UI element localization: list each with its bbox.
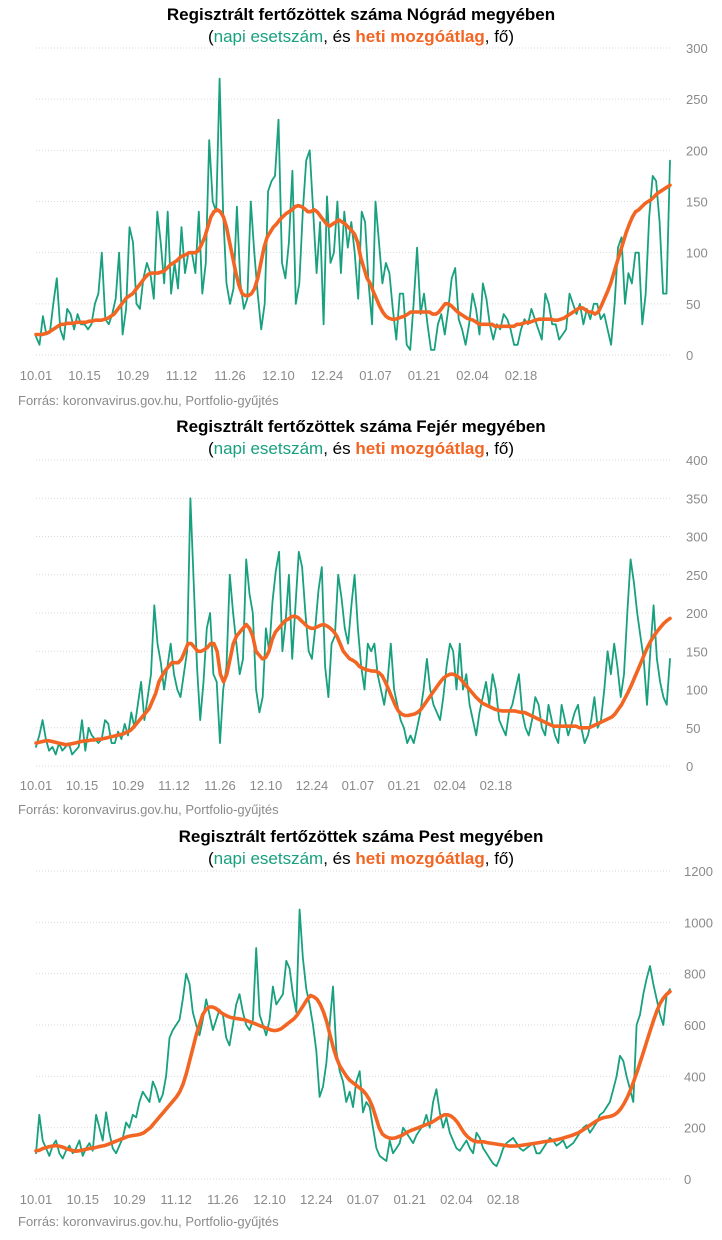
x-tick-label: 10.15 <box>66 778 99 793</box>
x-tick-label: 10.29 <box>113 1192 146 1207</box>
legend-daily-label: napi esetszám <box>213 439 324 458</box>
x-tick-label: 01.07 <box>342 778 375 793</box>
chart-title: Regisztrált fertőzöttek száma Fejér megy… <box>176 417 546 436</box>
y-tick-label: 0 <box>684 1172 691 1187</box>
y-tick-label: 200 <box>686 143 708 158</box>
legend-daily-label: napi esetszám <box>213 27 324 46</box>
chart-panel-nograd: Regisztrált fertőzöttek száma Nógrád meg… <box>0 0 722 410</box>
series-daily-line <box>35 497 671 756</box>
legend-avg-label: heti mozgóátlag <box>355 439 485 458</box>
series-avg-line <box>34 183 672 337</box>
line-chart: 0 50 100 150 200 250 300 350 400 10.01 10.15 10.29 1… <box>20 453 708 793</box>
subtitle-mid: , és <box>323 27 356 46</box>
y-tick-label: 600 <box>684 1018 706 1033</box>
chart-subtitle: (napi esetszám, és heti mozgóátlag, fő) <box>0 849 722 869</box>
x-tick-label: 02.18 <box>480 778 513 793</box>
x-tick-label: 12.24 <box>296 778 329 793</box>
series-daily-line <box>35 908 671 1168</box>
chart-subtitle: (napi esetszám, és heti mozgóátlag, fő) <box>0 439 722 459</box>
y-tick-label: 350 <box>686 491 708 506</box>
x-tick-label: 11.12 <box>160 1192 192 1207</box>
subtitle-close: , fő) <box>484 27 515 46</box>
y-tick-label: 1000 <box>684 915 713 930</box>
y-tick-label: 1200 <box>684 864 713 879</box>
y-tick-label: 0 <box>686 348 693 363</box>
x-tick-label: 02.18 <box>505 368 538 383</box>
chart-panel-fejer: Regisztrált fertőzöttek száma Fejér megy… <box>0 412 722 822</box>
line-chart: 0 200 400 600 800 1000 1200 10.01 10.15 10.29 11.1… <box>20 864 713 1207</box>
legend-daily-label: napi esetszám <box>213 849 324 868</box>
x-tick-label: 10.29 <box>112 778 145 793</box>
x-tick-label: 11.26 <box>214 368 246 383</box>
x-tick-label: 12.10 <box>253 1192 286 1207</box>
series-avg-line <box>34 989 672 1154</box>
y-tick-label: 50 <box>686 721 700 736</box>
legend-avg-label: heti mozgóátlag <box>355 27 485 46</box>
x-tick-label: 11.12 <box>166 368 198 383</box>
y-tick-label: 800 <box>684 967 706 982</box>
x-tick-label: 01.21 <box>388 778 421 793</box>
y-tick-label: 400 <box>684 1069 706 1084</box>
y-tick-label: 150 <box>686 195 708 210</box>
chart-subtitle: (napi esetszám, és heti mozgóátlag, fő) <box>0 27 722 47</box>
y-tick-label: 100 <box>686 683 708 698</box>
chart-title: Regisztrált fertőzöttek száma Nógrád meg… <box>166 5 556 24</box>
x-tick-label: 11.12 <box>158 778 190 793</box>
chart-source: Forrás: koronvavirus.gov.hu, Portfolio-g… <box>18 393 279 408</box>
series-avg-line <box>34 614 672 747</box>
x-tick-label: 02.18 <box>487 1192 520 1207</box>
chart-title: Regisztrált fertőzöttek száma Pest megyé… <box>178 827 544 846</box>
x-tick-label: 12.10 <box>262 368 295 383</box>
x-tick-label: 02.04 <box>440 1192 473 1207</box>
y-tick-label: 100 <box>686 246 708 261</box>
x-tick-label: 10.01 <box>20 778 53 793</box>
x-tick-label: 10.15 <box>68 368 101 383</box>
legend-avg-label: heti mozgóátlag <box>355 849 485 868</box>
x-tick-label: 11.26 <box>207 1192 239 1207</box>
subtitle-mid: , és <box>323 439 356 458</box>
x-tick-label: 11.26 <box>204 778 236 793</box>
subtitle-close: , fő) <box>484 849 515 868</box>
series-daily-line <box>35 77 671 351</box>
subtitle-open: ( <box>207 27 214 46</box>
y-tick-label: 250 <box>686 568 708 583</box>
x-tick-label: 10.29 <box>117 368 150 383</box>
y-tick-label: 300 <box>686 41 708 56</box>
subtitle-close: , fő) <box>484 439 515 458</box>
x-tick-label: 10.01 <box>20 368 53 383</box>
x-tick-label: 01.21 <box>393 1192 426 1207</box>
y-tick-label: 50 <box>686 297 700 312</box>
x-tick-label: 01.07 <box>347 1192 380 1207</box>
x-tick-label: 12.10 <box>250 778 283 793</box>
subtitle-mid: , és <box>323 849 356 868</box>
chart-panel-pest: Regisztrált fertőzöttek száma Pest megyé… <box>0 824 722 1240</box>
chart-source: Forrás: koronvavirus.gov.hu, Portfolio-g… <box>18 1214 279 1229</box>
x-tick-label: 10.01 <box>20 1192 53 1207</box>
line-chart: 0 50 100 150 200 250 300 10.01 10.15 10.29 11.12 11… <box>20 41 708 383</box>
subtitle-open: ( <box>207 439 214 458</box>
y-tick-label: 0 <box>686 759 693 774</box>
y-tick-label: 400 <box>686 453 708 468</box>
x-tick-label: 02.04 <box>456 368 489 383</box>
y-tick-label: 300 <box>686 530 708 545</box>
x-tick-label: 01.07 <box>359 368 392 383</box>
y-tick-label: 200 <box>686 606 708 621</box>
y-tick-label: 150 <box>686 644 708 659</box>
y-tick-label: 250 <box>686 92 708 107</box>
y-tick-label: 200 <box>684 1121 706 1136</box>
x-tick-label: 12.24 <box>311 368 344 383</box>
chart-source: Forrás: koronvavirus.gov.hu, Portfolio-g… <box>18 802 279 817</box>
x-tick-label: 12.24 <box>300 1192 333 1207</box>
x-tick-label: 01.21 <box>408 368 441 383</box>
x-tick-label: 02.04 <box>434 778 467 793</box>
x-tick-label: 10.15 <box>66 1192 99 1207</box>
subtitle-open: ( <box>207 849 214 868</box>
